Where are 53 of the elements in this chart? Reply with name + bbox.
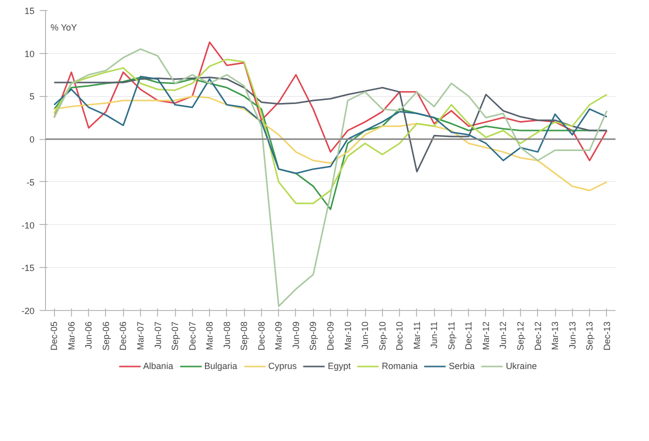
x-tick-label: Sep-12 (516, 321, 526, 351)
x-tick-label: Mar-10 (342, 321, 353, 350)
line-series (53, 48, 608, 307)
x-tick-label: Dec-12 (532, 321, 543, 351)
x-tick-label: Jun-11 (429, 321, 440, 348)
x-tick-label: Mar-13 (550, 321, 560, 350)
x-tick-label: Jun-13 (567, 321, 578, 350)
x-tick-label: Sep-13 (584, 321, 595, 351)
x-tick-label: Mar-08 (204, 321, 215, 350)
y-tick-label: 15 (24, 6, 35, 16)
legend-label: Cyprus (268, 361, 297, 371)
x-tick-label: Mar-12 (480, 321, 491, 350)
legend-label: Romania (382, 361, 418, 371)
x-tick-label: Jun-12 (498, 321, 508, 350)
x-tick-label: Mar-09 (274, 321, 284, 350)
x-tick-label: Dec-09 (326, 321, 336, 351)
y-tick-label: -5 (26, 177, 35, 188)
x-tick-label: Sep-08 (239, 321, 250, 351)
x-tick-label: Jun-07 (152, 321, 163, 350)
line-series (53, 95, 608, 192)
x-tick-label: Jun-10 (360, 321, 370, 350)
line-series (53, 41, 608, 162)
y-tick-label: -10 (21, 220, 35, 230)
x-tick-label: Dec-07 (187, 321, 198, 351)
x-tick-label: Dec-13 (602, 321, 612, 351)
legend-label: Bulgaria (204, 361, 238, 371)
line-series (53, 58, 608, 204)
x-tick-label: Mar-07 (136, 321, 146, 350)
x-tick-label: Dec-11 (464, 321, 474, 350)
x-tick-label: Sep-07 (170, 321, 180, 351)
annotation: % YoY (50, 22, 78, 32)
x-tick-label: Sep-10 (377, 321, 388, 351)
x-tick-label: Jun-08 (222, 321, 232, 350)
x-tick-label: Mar-06 (66, 321, 76, 350)
y-tick-label: 5 (29, 92, 35, 102)
x-tick-label: Sep-11 (446, 321, 456, 350)
y-tick-label: 0 (29, 134, 35, 145)
x-tick-label: Dec-05 (49, 321, 60, 351)
legend-label: Serbia (448, 361, 475, 371)
legend-label: Ukraine (506, 361, 537, 371)
y-tick-label: 10 (24, 48, 35, 59)
x-tick-label: Mar-11 (412, 321, 422, 350)
x-tick-label: Dec-06 (118, 321, 128, 351)
y-tick-label: -15 (21, 263, 35, 274)
x-tick-label: Sep-09 (308, 321, 318, 351)
x-tick-label: Dec-08 (256, 321, 266, 351)
x-tick-label: Dec-10 (394, 321, 405, 351)
x-tick-label: Sep-06 (100, 321, 111, 351)
legend-label: Egypt (328, 361, 351, 371)
legend-label: Albania (143, 361, 174, 371)
x-tick-label: Jun-09 (290, 321, 301, 350)
x-tick-label: Jun-06 (84, 321, 94, 350)
y-tick-label: -20 (21, 306, 35, 316)
